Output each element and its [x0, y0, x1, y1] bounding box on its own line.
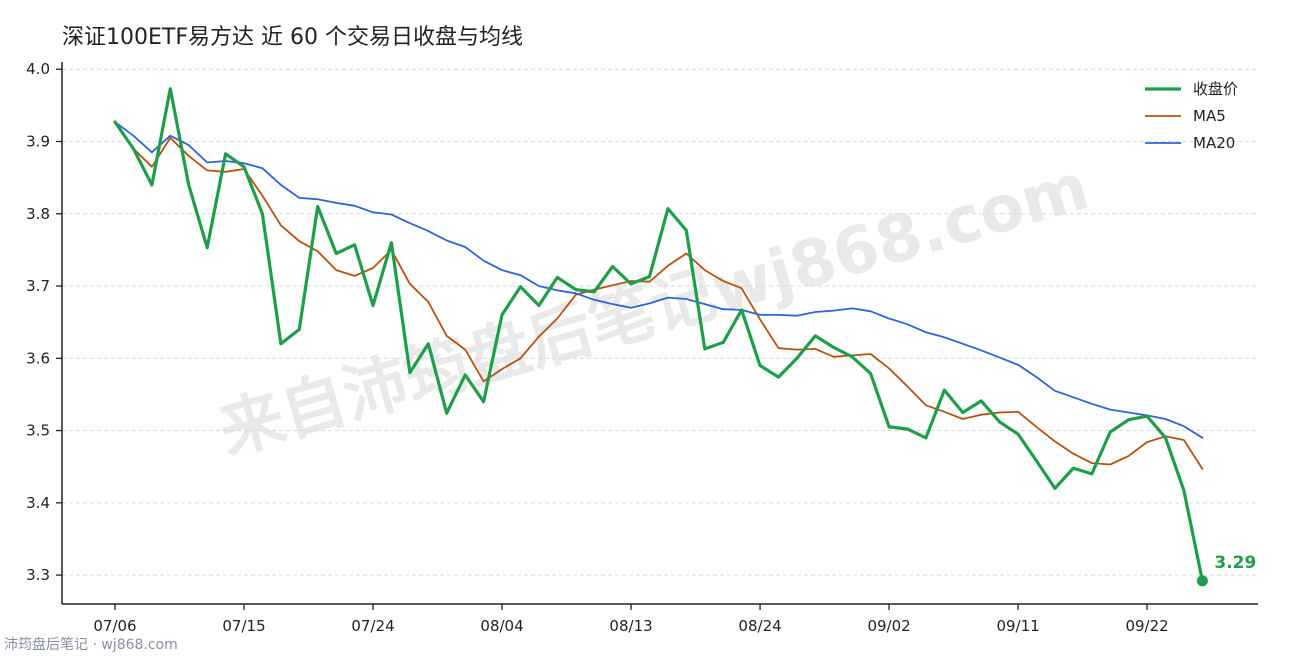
y-tick-label: 3.5	[26, 422, 50, 440]
legend-label-close: 收盘价	[1193, 80, 1238, 98]
x-tick-label: 07/24	[351, 617, 394, 635]
x-tick-label: 09/22	[1125, 617, 1168, 635]
chart-title: 深证100ETF易方达 近 60 个交易日收盘与均线	[62, 25, 523, 50]
y-tick-label: 3.4	[26, 494, 50, 512]
y-tick-label: 3.8	[26, 205, 50, 223]
x-tick-label: 07/06	[93, 617, 136, 635]
x-tick-label: 07/15	[222, 617, 265, 635]
legend-label-ma20: MA20	[1193, 134, 1235, 152]
x-tick-label: 09/11	[996, 617, 1039, 635]
series-line-close	[113, 87, 1204, 583]
x-tick-label: 09/02	[867, 617, 910, 635]
series-line-ma5	[114, 121, 1204, 470]
x-tick-label: 08/04	[480, 617, 523, 635]
last-value-marker	[1196, 575, 1208, 587]
y-tick-label: 3.7	[26, 277, 50, 295]
series-line-ma20	[114, 121, 1204, 439]
last-value-label: 3.29	[1214, 553, 1256, 573]
footer-credit: 沛筠盘后笔记 · wj868.com	[4, 637, 178, 653]
x-tick-label: 08/13	[609, 617, 652, 635]
series-lines	[113, 87, 1208, 587]
legend: 收盘价 MA5 MA20	[1145, 80, 1238, 152]
y-tick-label: 3.6	[26, 349, 50, 367]
y-tick-label: 3.9	[26, 132, 50, 150]
y-axis-ticks: 3.3 3.4 3.5 3.6 3.7 3.8 3.9 4.0	[26, 60, 62, 584]
legend-label-ma5: MA5	[1193, 107, 1226, 125]
y-tick-label: 3.3	[26, 566, 50, 584]
y-tick-label: 4.0	[26, 60, 50, 78]
x-tick-label: 08/24	[738, 617, 781, 635]
x-axis-ticks: 07/06 07/15 07/24 08/04 08/13 08/24 09/02 09/11…	[93, 604, 1169, 635]
watermark: 来自沛筠盘后笔记wj868.com	[212, 150, 1097, 469]
axes	[61, 62, 1258, 605]
